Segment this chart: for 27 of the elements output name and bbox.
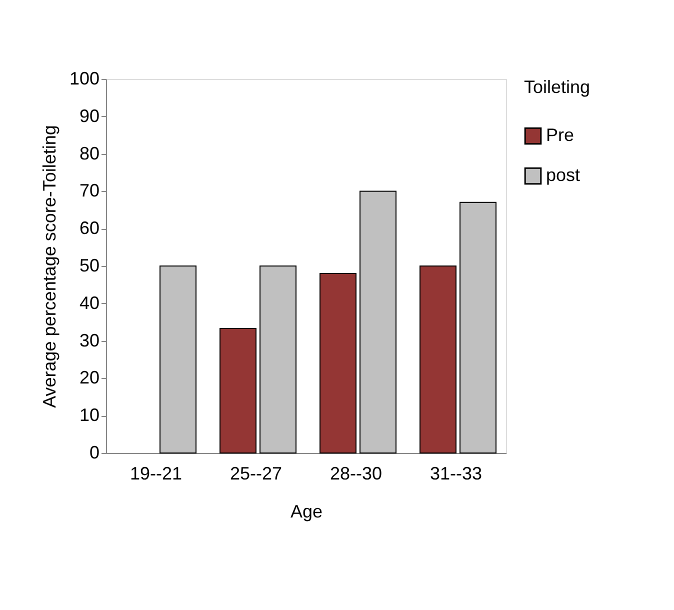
bar xyxy=(320,272,356,454)
y-tick-label: 40 xyxy=(79,292,100,313)
x-axis-title: Age xyxy=(290,502,323,522)
legend-label: Pre xyxy=(546,125,574,145)
y-tick-label: 30 xyxy=(79,330,100,350)
y-tick-label: 50 xyxy=(79,256,100,276)
y-tick-label: 90 xyxy=(79,106,100,126)
x-tick-label: 28--30 xyxy=(330,464,382,484)
y-tick-label: 100 xyxy=(69,68,100,88)
y-tick-label: 80 xyxy=(79,143,100,164)
x-tick-label: 25--27 xyxy=(230,464,282,484)
bar xyxy=(160,266,196,454)
bar xyxy=(420,266,456,454)
bar xyxy=(220,328,256,454)
y-tick-label: 10 xyxy=(79,405,100,426)
y-tick-label: 70 xyxy=(79,180,100,201)
legend-label: post xyxy=(546,165,580,185)
y-tick-label: 0 xyxy=(89,442,100,462)
y-tick-label: 20 xyxy=(79,368,100,388)
y-tick-label: 60 xyxy=(79,218,100,238)
bar xyxy=(360,190,396,454)
y-axis-title: Average percentage score-Toileting xyxy=(39,125,60,408)
bar xyxy=(260,266,296,454)
x-tick-label: 31--33 xyxy=(430,464,482,484)
bar xyxy=(460,202,496,454)
x-tick-label: 19--21 xyxy=(130,464,182,484)
legend-title: Toileting xyxy=(524,77,590,97)
